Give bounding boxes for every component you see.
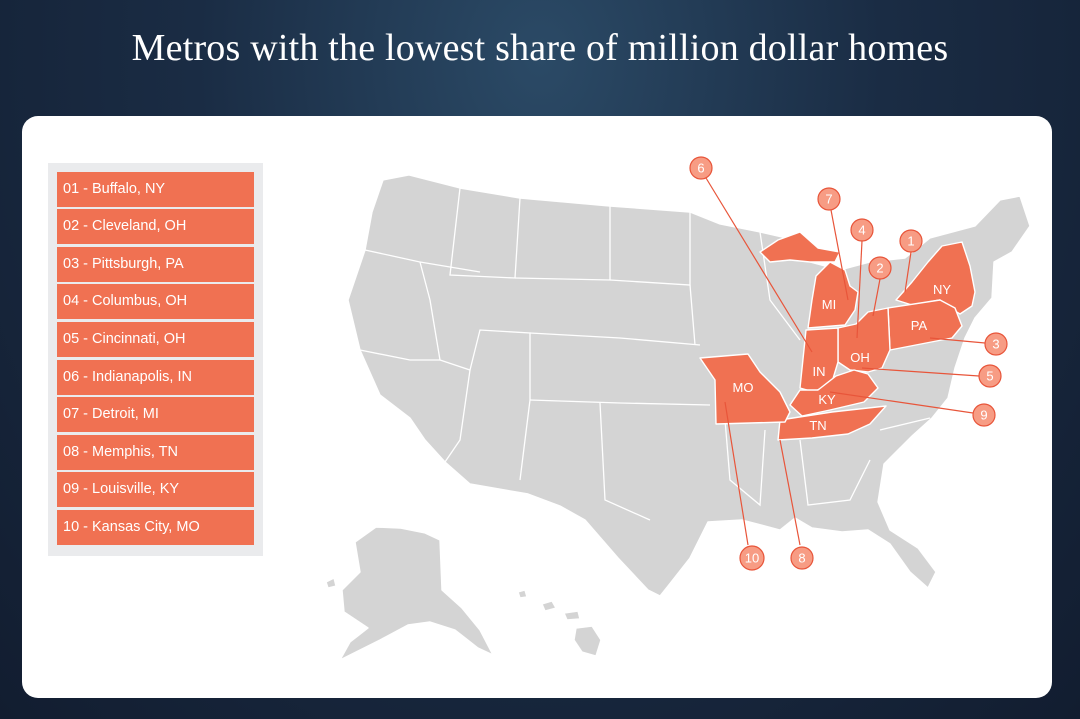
marker-label-6: 6 bbox=[697, 161, 704, 176]
leader-line-7 bbox=[830, 209, 849, 301]
state-michigan-upper bbox=[759, 231, 841, 263]
leader-line-3 bbox=[929, 337, 986, 344]
marker-2: 2 bbox=[868, 256, 892, 280]
alaska-island-shape bbox=[325, 577, 337, 589]
state-tennessee bbox=[777, 405, 887, 441]
marker-4: 4 bbox=[850, 218, 874, 242]
hawaii-island-3 bbox=[563, 610, 581, 621]
state-label-pa: PA bbox=[911, 318, 928, 333]
leader-line-4 bbox=[856, 240, 863, 339]
us-base-shape bbox=[347, 174, 1031, 597]
marker-label-1: 1 bbox=[907, 234, 914, 249]
state-label-ky: KY bbox=[818, 392, 836, 407]
marker-6: 6 bbox=[689, 156, 713, 180]
state-label-mo: MO bbox=[733, 380, 754, 395]
marker-7: 7 bbox=[817, 187, 841, 211]
marker-label-7: 7 bbox=[825, 192, 832, 207]
page-title: Metros with the lowest share of million … bbox=[131, 27, 949, 69]
state-label-tn: TN bbox=[809, 418, 826, 433]
legend-item-2: 02 - Cleveland, OH bbox=[57, 209, 254, 244]
leader-line-9 bbox=[829, 391, 974, 414]
marker-5: 5 bbox=[978, 364, 1002, 388]
legend-item-6: 06 - Indianapolis, IN bbox=[57, 360, 254, 395]
state-missouri bbox=[699, 353, 791, 425]
legend-item-4: 04 - Columbus, OH bbox=[57, 284, 254, 319]
legend-item-7: 07 - Detroit, MI bbox=[57, 397, 254, 432]
hawaii-island-2 bbox=[541, 600, 557, 612]
leader-line-6 bbox=[705, 177, 813, 353]
marker-1: 1 bbox=[899, 229, 923, 253]
marker-label-10: 10 bbox=[745, 551, 759, 566]
marker-3: 3 bbox=[984, 332, 1008, 356]
leader-line-8 bbox=[779, 439, 801, 546]
state-label-mi: MI bbox=[822, 297, 836, 312]
state-label-oh: OH bbox=[850, 350, 870, 365]
state-ohio bbox=[837, 307, 891, 373]
state-label-ny: NY bbox=[933, 282, 951, 297]
state-label-in: IN bbox=[813, 364, 826, 379]
leader-line-2 bbox=[872, 278, 881, 317]
marker-label-4: 4 bbox=[858, 223, 865, 238]
marker-label-8: 8 bbox=[798, 551, 805, 566]
marker-8: 8 bbox=[790, 546, 814, 570]
legend-item-9: 09 - Louisville, KY bbox=[57, 472, 254, 507]
marker-10: 10 bbox=[739, 545, 765, 571]
leader-line-1 bbox=[904, 251, 912, 293]
marker-label-3: 3 bbox=[992, 337, 999, 352]
legend-panel: 01 - Buffalo, NY 02 - Cleveland, OH 03 -… bbox=[48, 163, 263, 556]
marker-label-9: 9 bbox=[980, 408, 987, 423]
alaska-shape bbox=[339, 526, 494, 661]
leader-line-5 bbox=[861, 367, 980, 377]
marker-label-2: 2 bbox=[876, 261, 883, 276]
legend-item-8: 08 - Memphis, TN bbox=[57, 435, 254, 470]
legend-item-3: 03 - Pittsburgh, PA bbox=[57, 247, 254, 282]
leader-line-10 bbox=[724, 401, 749, 546]
legend-item-1: 01 - Buffalo, NY bbox=[57, 172, 254, 207]
marker-label-5: 5 bbox=[986, 369, 993, 384]
state-michigan bbox=[807, 261, 859, 329]
legend-item-5: 05 - Cincinnati, OH bbox=[57, 322, 254, 357]
hawaii-big-island bbox=[573, 625, 602, 657]
state-borders bbox=[359, 187, 931, 521]
hawaii-island-1 bbox=[517, 589, 528, 599]
marker-9: 9 bbox=[972, 403, 996, 427]
legend-item-10: 10 - Kansas City, MO bbox=[57, 510, 254, 545]
